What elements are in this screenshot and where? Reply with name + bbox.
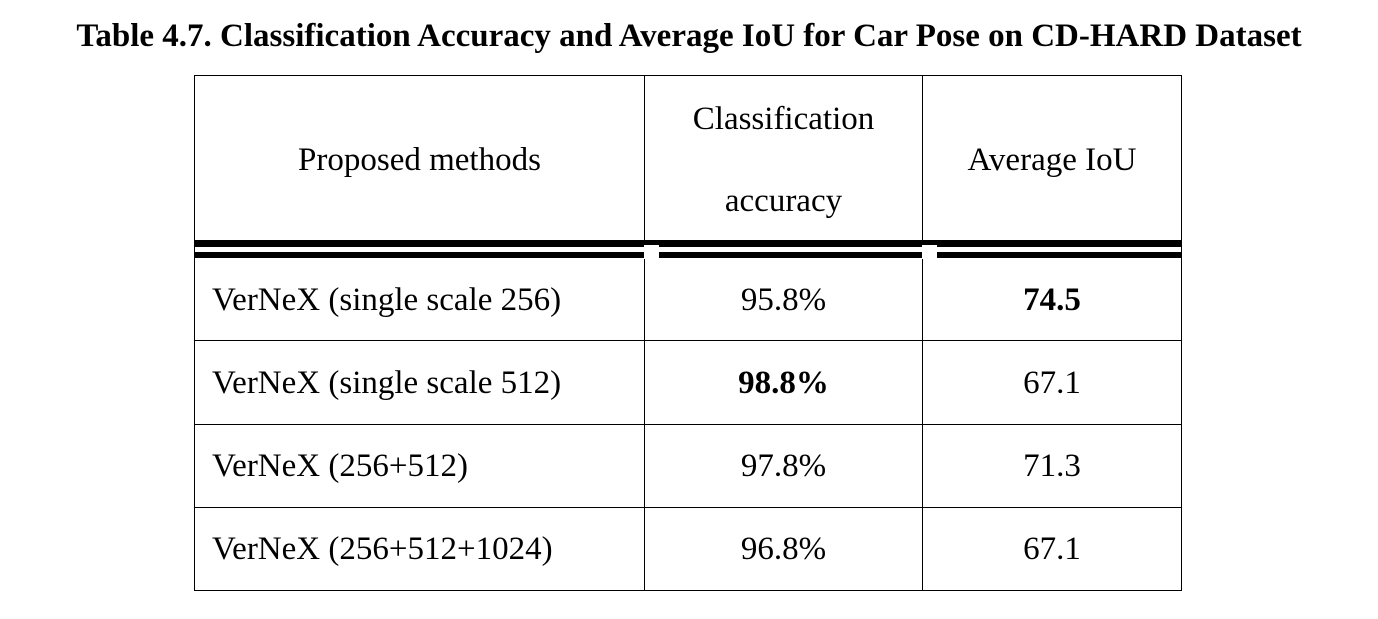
header-method-label: Proposed methods <box>298 142 541 178</box>
row1-method: VerNeX (single scale 256) <box>212 281 562 318</box>
table-border-bottom <box>194 590 1182 591</box>
table-border-top <box>194 75 1182 76</box>
table-border-right <box>1181 75 1182 591</box>
row2-iou: 67.1 <box>1023 364 1081 401</box>
header-proposed-methods: Proposed methods <box>195 75 644 245</box>
row3-iou: 71.3 <box>1023 448 1081 484</box>
header-rule-gap <box>922 245 937 259</box>
column-divider-1 <box>644 75 645 591</box>
row4-method: VerNeX (256+512+1024) <box>212 531 553 567</box>
header-average-iou: Average IoU <box>923 75 1181 245</box>
table-border-left <box>194 75 195 591</box>
header-rule-gap <box>644 245 659 259</box>
row-divider <box>194 424 1182 425</box>
row-divider <box>194 340 1182 341</box>
header-iou-label: Average IoU <box>967 142 1137 178</box>
row1-accuracy: 95.8% <box>740 281 827 318</box>
row-divider <box>194 507 1182 508</box>
header-accuracy-line2: accuracy <box>724 183 843 219</box>
table-caption: Table 4.7. Classification Accuracy and A… <box>76 18 1302 54</box>
header-accuracy-line1: Classification <box>692 101 875 137</box>
row1-iou: 74.5 <box>1023 281 1081 318</box>
column-divider-2 <box>922 75 923 591</box>
row2-method: VerNeX (single scale 512) <box>212 364 562 401</box>
row2-accuracy: 98.8% <box>738 364 829 401</box>
header-rule-thin <box>194 252 1182 258</box>
results-table: Proposed methods Classification accuracy… <box>194 75 1182 591</box>
header-classification-accuracy: Classification accuracy <box>645 75 922 245</box>
row3-method: VerNeX (256+512) <box>212 448 468 484</box>
row3-accuracy: 97.8% <box>740 448 827 484</box>
row4-accuracy: 96.8% <box>740 531 827 567</box>
header-rule-thick <box>194 240 1182 247</box>
row4-iou: 67.1 <box>1023 531 1081 567</box>
